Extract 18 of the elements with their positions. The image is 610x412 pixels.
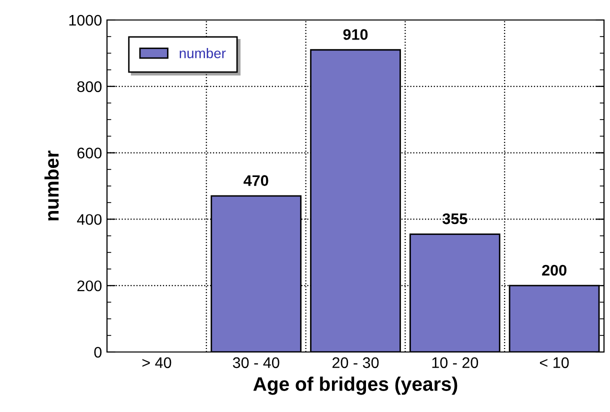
data-label: 200 [542,264,566,276]
data-label: 910 [343,29,368,40]
y-tick-label: 0 [94,346,102,358]
x-tick-label: 10 - 20 [432,357,478,368]
x-axis-title: Age of bridges (years) [253,376,458,395]
y-tick-label: 800 [77,81,102,92]
x-tick-label: > 40 [142,357,172,368]
y-axis-title: number [44,150,59,220]
data-label: 470 [244,175,268,186]
y-tick-label: 200 [77,280,102,292]
x-tick-label: 30 - 40 [232,357,280,368]
y-tick-label: 600 [77,148,102,158]
legend-label: number [180,48,226,58]
y-tick-label: 1000 [69,14,102,26]
x-tick-label: 20 - 30 [332,357,379,368]
y-tick-label: 400 [77,214,102,225]
data-label: 355 [442,213,468,224]
x-tick-label: < 10 [540,357,569,368]
